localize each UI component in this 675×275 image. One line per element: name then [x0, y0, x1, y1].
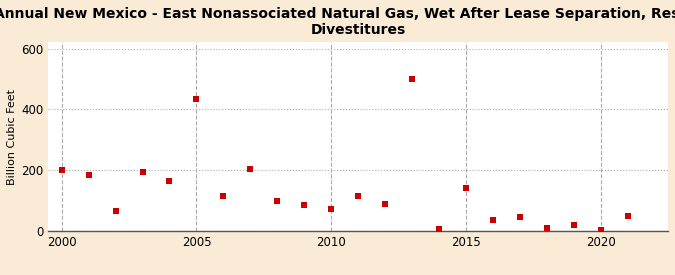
Point: [460, 186, 471, 191]
Point: [380, 201, 391, 206]
Point: [83, 173, 94, 178]
Point: [541, 226, 552, 230]
Point: [326, 207, 337, 211]
Point: [164, 178, 175, 183]
Point: [218, 194, 229, 198]
Point: [56, 168, 67, 172]
Point: [110, 209, 121, 213]
Point: [137, 170, 148, 174]
Point: [487, 218, 498, 222]
Point: [595, 228, 606, 232]
Point: [191, 97, 202, 101]
Title: Annual New Mexico - East Nonassociated Natural Gas, Wet After Lease Separation, : Annual New Mexico - East Nonassociated N…: [0, 7, 675, 37]
Point: [245, 166, 256, 171]
Point: [299, 203, 310, 207]
Point: [406, 77, 417, 81]
Y-axis label: Billion Cubic Feet: Billion Cubic Feet: [7, 89, 17, 185]
Point: [514, 214, 525, 219]
Point: [353, 194, 364, 198]
Point: [568, 223, 579, 227]
Point: [433, 226, 444, 231]
Point: [272, 198, 283, 203]
Point: [622, 214, 633, 218]
